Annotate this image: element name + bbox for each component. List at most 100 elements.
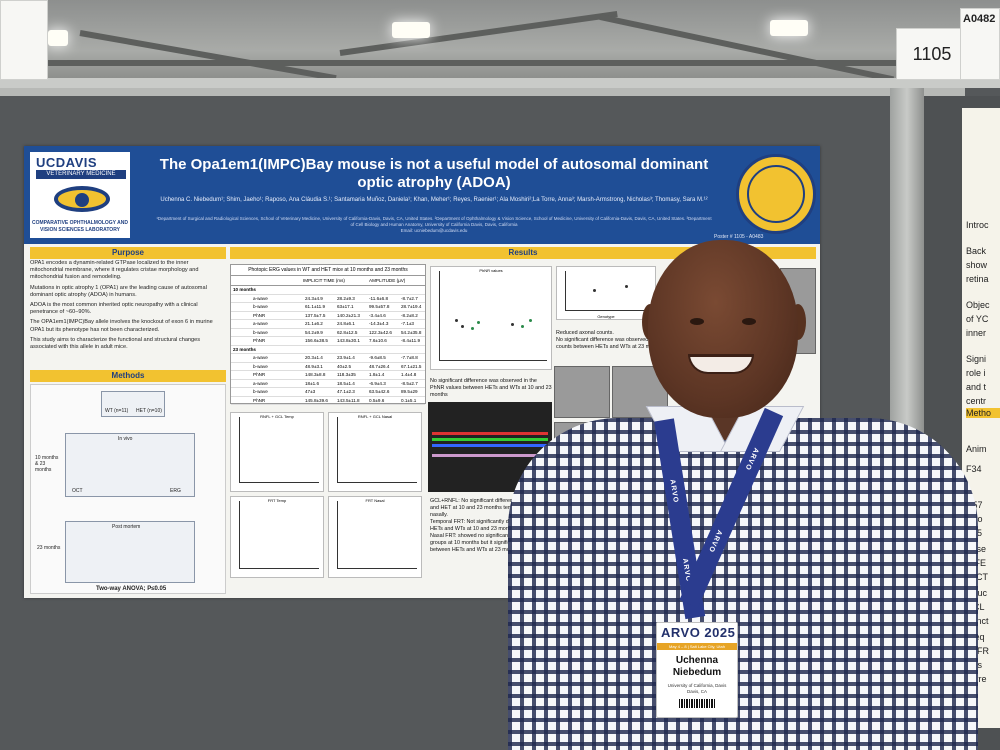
table-row: b-wave 47±3 47.1±2.3 63.5±42.6 89.5±29 <box>231 388 425 397</box>
result-bullet-line: No significant difference was observed i… <box>556 337 668 350</box>
badge-dates: May 4 – 8 | Salt Lake City, Utah <box>657 643 737 650</box>
data-point <box>625 285 628 288</box>
in-vivo-box: In vivo OCT ERG <box>65 433 195 497</box>
chart-axis <box>565 271 566 311</box>
table-row: PhNR 148.3±8.8 118.3±35 1.8±1.4 1.4±4.8 <box>231 371 425 380</box>
poster-authors: Uchenna C. Niebedum¹; Shim, Jaeho¹; Rapo… <box>160 197 708 203</box>
ceiling <box>0 0 1000 92</box>
chart-axis <box>439 271 440 361</box>
table-cell: 67.1±21.5 <box>401 363 422 369</box>
table-cell: 118.3±35 <box>337 372 356 377</box>
neighbor-poster-text: Objec <box>966 300 990 310</box>
result-bullet: Reduced axonal counts. No significant di… <box>556 330 678 351</box>
table-row: b-wave 48.9±3.1 40±2.5 48.7±26.4 67.1±21.5 <box>231 363 425 371</box>
methods-diagram: WT (n=11) HET (n=10) In vivo OCT ERG 10 … <box>30 384 226 594</box>
table-cell: a-wave <box>253 295 268 301</box>
table-cell: -3.4±4.6 <box>369 312 386 318</box>
table-row: b-wave 61.1±11.9 63±17.1 99.5±57.8 28.7±19.4 <box>231 303 425 312</box>
neighbor-poster-text: retina <box>966 274 989 284</box>
neighbor-poster-text: centr <box>966 396 987 406</box>
ceiling-light <box>48 30 68 46</box>
chart-title: RNFL + GCL Temp <box>260 414 294 419</box>
oct-layer <box>432 454 548 457</box>
table-cell: b-wave <box>253 304 268 309</box>
chart-axis <box>239 417 240 483</box>
table-cell: 1.4±4.8 <box>401 372 417 377</box>
data-point <box>521 325 524 328</box>
frt-nasal-chart: FRT Nasal <box>328 496 422 578</box>
table-row: b-wave 54.2±9.9 62.8±12.5 122.3±42.6 54.2±35… <box>231 329 425 337</box>
table-cell: 48.9±3.1 <box>305 363 323 369</box>
table-cell: 143.8±30.1 <box>337 338 360 343</box>
table-cell: -8.2±8.2 <box>401 312 418 318</box>
table-cell: -8.7±2.7 <box>401 295 418 301</box>
chart-axis <box>337 482 417 483</box>
chart-axis <box>239 482 319 483</box>
table-cell: -11.6±6.8 <box>369 295 389 301</box>
table-cell: -9.6±8.5 <box>369 355 386 360</box>
table-cell: 122.3±42.6 <box>369 329 392 335</box>
table-cell: PhNR <box>253 338 266 343</box>
neighbor-poster-text: role i <box>966 368 986 378</box>
table-cell: 28.2±9.3 <box>337 295 355 301</box>
table-cell: -14.3±4.3 <box>369 321 389 326</box>
chart-axis <box>337 568 417 569</box>
result-bullet: No significant difference was observed i… <box>430 378 552 398</box>
table-cell: 47±3 <box>305 389 316 394</box>
table-cell: 140.2±21.3 <box>337 312 360 318</box>
table-group-row: 23 months <box>231 346 425 354</box>
ceiling-truss <box>79 30 337 82</box>
table-cell: 89.5±29 <box>401 389 418 394</box>
oct-label: OCT <box>72 488 83 494</box>
oct-layer <box>432 444 548 447</box>
table-cell: PhNR <box>253 397 266 403</box>
board-rail <box>0 78 1000 90</box>
purpose-heading: Purpose <box>30 247 226 259</box>
lanyard-text: ARVO <box>706 528 723 554</box>
table-cell: 47.1±2.3 <box>337 389 355 394</box>
table-cell: 54.2±9.9 <box>305 329 323 335</box>
table-cell: -8.4±11.9 <box>401 338 421 343</box>
badge-location: Davis, CA <box>686 689 707 694</box>
data-point <box>529 319 532 322</box>
affiliation-text: ¹Department of Surgical and Radiological… <box>156 216 712 227</box>
table-cell: a-wave <box>253 321 268 326</box>
chart-title: PhNR values <box>479 268 503 273</box>
table-cell: -6.9±4.3 <box>369 380 386 386</box>
table-rows-23: a-wave 20.3±1.4 23.9±1.4 -9.6±8.5 -7.7±8.8 b-… <box>231 354 425 405</box>
result-bullet-group: GCL+RNFL: No significant difference betw… <box>430 498 558 554</box>
neighbor-poster-text: Introc <box>966 220 989 230</box>
table-cell: -7.7±8.8 <box>401 355 418 360</box>
badge-first-name: Uchenna <box>675 655 719 666</box>
pupil-icon <box>75 193 89 207</box>
neighbor-poster-text: Signi <box>966 354 987 364</box>
ceiling-truss <box>599 14 895 83</box>
results-heading: Results <box>230 247 816 259</box>
purpose-bullet: ADOA is the most common inherited optic … <box>30 302 198 316</box>
table-cell: a-wave <box>253 355 268 360</box>
statistics-note: Two-way ANOVA; P≤0.05 <box>96 586 167 592</box>
chart-axis <box>439 360 547 361</box>
eye <box>690 318 704 325</box>
board-number-sign: 1105 <box>896 28 968 80</box>
timepoint-label: 10 months & 23 months <box>35 455 59 473</box>
badge-last-name: Niebedum <box>672 667 722 678</box>
eye-icon <box>54 186 110 212</box>
ceiling-light <box>392 22 430 38</box>
poster-affiliations: ¹Department of Surgical and Radiological… <box>154 216 714 234</box>
table-cell: 0.1±5.1 <box>401 397 417 403</box>
oct-layer <box>432 438 548 441</box>
neighbor-board-sign: A0482 <box>960 8 1000 80</box>
chart-title: FRT Nasal <box>365 498 385 503</box>
table-cell: 18.5±1.4 <box>337 380 355 386</box>
contact-email: Email: ucniebedum@ucdavis.edu <box>400 228 468 233</box>
purpose-bullet: Mutations in optic atrophy 1 (OPA1) are … <box>30 284 207 298</box>
table-cell: 145.8±39.6 <box>305 397 328 403</box>
result-bullet-line: Reduced axonal counts. <box>556 330 614 336</box>
table-cell: PhNR <box>253 372 266 377</box>
table-cell: 63±17.1 <box>337 304 354 309</box>
poster-title: The Opa1em1(IMPC)Bay mouse is not a usef… <box>159 156 709 191</box>
table-cell: -7.1±3 <box>401 321 414 326</box>
presenter: ARVO ARVO ARVO ARVO <box>508 240 978 750</box>
erg-table-header: IMPLICIT TIME (ms) AMPLITUDE (µV) <box>231 276 425 286</box>
